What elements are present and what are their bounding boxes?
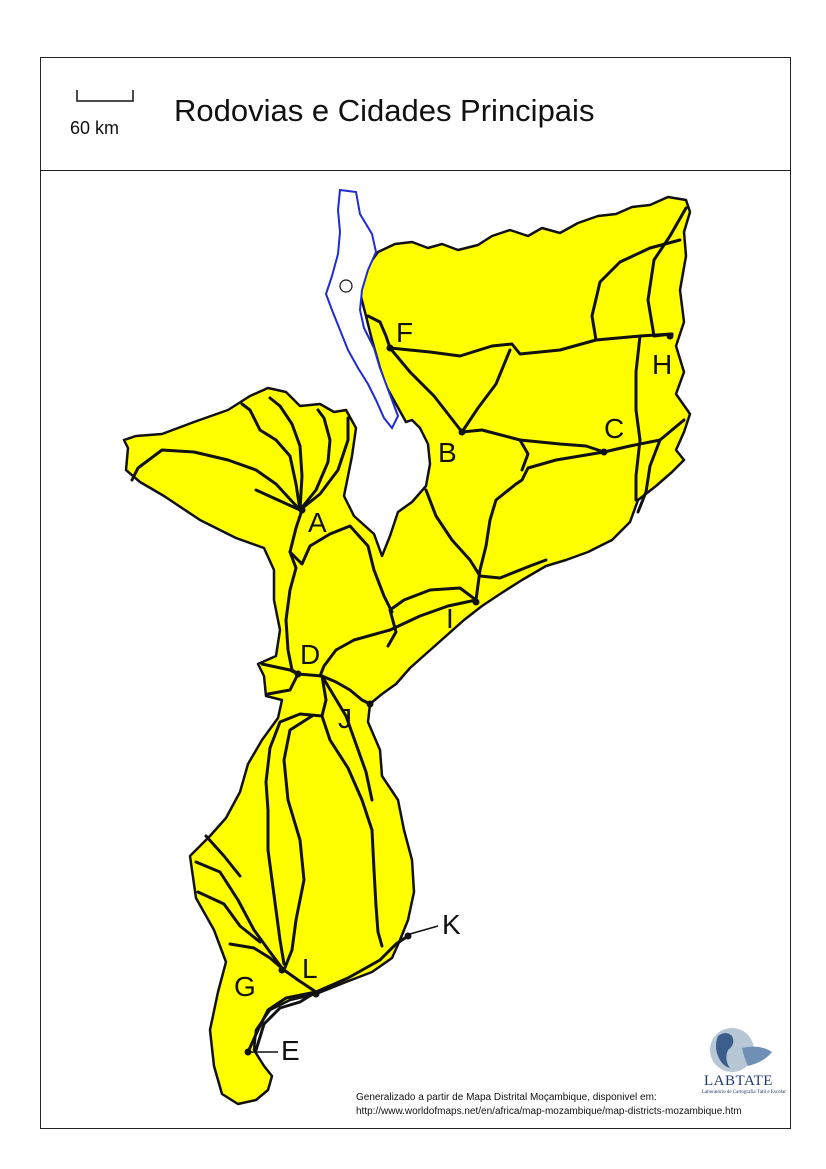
road [240, 402, 302, 512]
city-dot-icon [298, 506, 306, 514]
road [254, 488, 302, 512]
city-label-k: K [442, 909, 461, 940]
road [318, 598, 478, 678]
road [266, 672, 300, 696]
road [246, 990, 318, 1054]
scale-label: 60 km [70, 118, 120, 138]
city-dot-icon [404, 932, 412, 940]
road [646, 206, 688, 338]
city-label-a: A [308, 507, 327, 538]
lake-island-icon [339, 279, 353, 293]
logo-subtitle: Laboratório de Cartografia Tátil e Escol… [702, 1090, 786, 1095]
map-title: Rodovias e Cidades Principais [174, 93, 595, 128]
city-dot-icon [472, 598, 480, 606]
city-label-f: F [396, 317, 413, 348]
road [320, 674, 374, 802]
leader-line-k [409, 925, 439, 935]
city-dot-icon [244, 1048, 252, 1056]
lake-niassa [324, 188, 400, 430]
city-dot-icon [278, 966, 286, 974]
city-label-j: J [338, 703, 352, 734]
road [264, 712, 324, 966]
map-frame [40, 57, 791, 1129]
road [260, 662, 372, 706]
road [268, 396, 304, 512]
road [130, 448, 302, 512]
logo-name: LABTATE [704, 1073, 773, 1089]
city-dot-icon [666, 332, 674, 340]
credit-line-1: Generalizado a partir de Mapa Distrital … [356, 1092, 657, 1103]
road [282, 714, 314, 972]
city-label-h: H [652, 349, 672, 380]
road [282, 968, 318, 994]
road [204, 834, 242, 878]
road [386, 586, 478, 648]
road [298, 416, 350, 512]
road [634, 334, 642, 502]
city-label-b: B [438, 437, 457, 468]
road [298, 408, 332, 512]
city-dot-icon [312, 990, 320, 998]
country-shape [122, 195, 692, 1106]
city-dot-icon [366, 700, 374, 708]
scale-bar-icon [76, 90, 134, 102]
road [288, 508, 394, 614]
road [254, 990, 318, 1052]
city-label-d: D [300, 639, 320, 670]
road [636, 438, 662, 514]
city-label-i: I [446, 603, 454, 634]
road [196, 890, 262, 944]
city-label-g: G [234, 971, 256, 1002]
city-label-e: E [281, 1035, 300, 1066]
road [474, 450, 606, 602]
road [320, 674, 384, 948]
city-dot-icon [386, 344, 394, 352]
city-dot-icon [294, 670, 302, 678]
road [314, 934, 410, 994]
credit-line-2: http://www.worldofmaps.net/en/africa/map… [356, 1106, 742, 1117]
road [460, 348, 512, 434]
road [424, 488, 548, 580]
road [194, 860, 284, 970]
road [228, 942, 286, 972]
road [590, 238, 682, 342]
city-dot-icon [458, 428, 466, 436]
city-dot-icon [600, 448, 608, 456]
road [518, 438, 530, 472]
city-label-l: L [302, 953, 318, 984]
city-label-c: C [604, 413, 624, 444]
title-divider [40, 170, 791, 171]
globe-logo-icon [710, 1028, 772, 1072]
